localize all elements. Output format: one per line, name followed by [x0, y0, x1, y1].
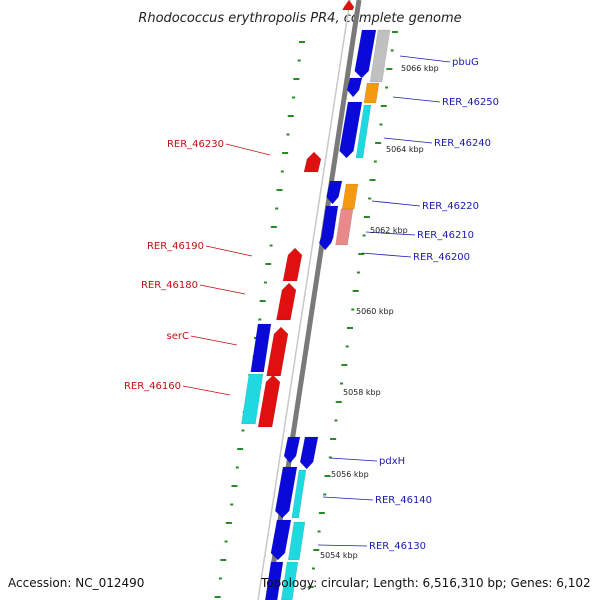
gene-labels: pbuG RER_46250 RER_46240 RER_46220 RER_46210…: [124, 57, 499, 552]
scale-label: 5062 kbp: [370, 226, 408, 235]
scale-label: 5066 kbp: [401, 64, 439, 73]
gene-label-rer-46230[interactable]: RER_46230: [167, 139, 224, 150]
leader-line: [371, 200, 421, 207]
gene-block-rer46220-orange[interactable]: [341, 183, 359, 210]
scale-label: 5056 kbp: [331, 470, 369, 479]
leader-line: [399, 55, 451, 63]
leader-line: [317, 544, 368, 547]
gene-label-rer-46240[interactable]: RER_46240: [434, 138, 491, 149]
gene-block-rer46130-cyan[interactable]: [287, 521, 306, 561]
gene-features: [241, 0, 391, 600]
gene-block-rer46230[interactable]: [303, 151, 322, 173]
gene-block-bottom[interactable]: [264, 561, 284, 600]
gene-block-pbuG-gray[interactable]: [369, 29, 391, 83]
gene-label-serc[interactable]: serC: [167, 331, 189, 342]
genome-title: Rhodococcus erythropolis PR4, complete g…: [138, 11, 461, 26]
gene-block-rer46200[interactable]: [318, 237, 334, 251]
scale-label: 5054 kbp: [320, 551, 358, 560]
gene-block-serC[interactable]: [266, 326, 289, 377]
gene-label-rer-46190[interactable]: RER_46190: [147, 241, 204, 252]
leader-line: [322, 496, 374, 501]
gene-label-pbug[interactable]: pbuG: [452, 57, 479, 68]
scale-ticks: [214, 31, 398, 598]
gene-label-rer-46200[interactable]: RER_46200: [413, 252, 470, 263]
gene-label-rer-46250[interactable]: RER_46250: [442, 97, 499, 108]
gene-block-bottom-cyan[interactable]: [280, 561, 299, 600]
leader-line: [190, 335, 238, 346]
gene-label-pdxh[interactable]: pdxH: [379, 456, 405, 467]
gene-block-rer46190[interactable]: [282, 247, 303, 282]
leader-line: [365, 231, 416, 236]
gene-block-rer46130[interactable]: [270, 519, 292, 561]
gene-block-serC-blue[interactable]: [250, 323, 272, 373]
leader-line: [182, 385, 231, 396]
leader-line: [329, 457, 378, 462]
gene-block-pdxH[interactable]: [299, 436, 319, 470]
gene-block-rer46220[interactable]: [326, 180, 343, 205]
gene-block-rer46140-cyan[interactable]: [291, 469, 307, 519]
gene-block-rer46180[interactable]: [276, 282, 297, 321]
leader-line: [392, 96, 441, 103]
gene-label-rer-46160[interactable]: RER_46160: [124, 381, 181, 392]
scale-label: 5060 kbp: [356, 307, 394, 316]
gene-block-rer46210-pink[interactable]: [335, 208, 354, 246]
gene-block-rer46160[interactable]: [257, 374, 281, 428]
gene-block-rer46240-cyan[interactable]: [355, 104, 372, 159]
gene-block-rer46160-cyan[interactable]: [241, 373, 264, 425]
leader-line: [205, 245, 253, 257]
gene-label-rer-46210[interactable]: RER_46210: [417, 230, 474, 241]
gene-block-pbuG[interactable]: [354, 29, 377, 79]
gene-block-rer46250-orange[interactable]: [363, 82, 380, 104]
gene-block-top-red[interactable]: [342, 0, 355, 11]
topology-text: Topology: circular; Length: 6,516,310 bp…: [260, 576, 591, 590]
leader-line: [225, 143, 271, 156]
gene-block-rer46210[interactable]: [320, 205, 339, 239]
gene-block-rer46250[interactable]: [346, 77, 363, 98]
scale-label: 5064 kbp: [386, 145, 424, 154]
leader-line: [383, 137, 433, 144]
leader-line: [199, 284, 246, 295]
accession-text: Accession: NC_012490: [8, 576, 144, 590]
gene-label-rer-46130[interactable]: RER_46130: [369, 541, 426, 552]
leader-line: [361, 252, 412, 258]
scale-labels: 5066 kbp 5064 kbp 5062 kbp 5060 kbp 5058 kbp…: [320, 64, 439, 560]
scale-label: 5058 kbp: [343, 388, 381, 397]
label-leaders: [182, 55, 451, 547]
backbone: [257, 0, 362, 600]
gene-label-rer-46220[interactable]: RER_46220: [422, 201, 479, 212]
gene-block-rer46240[interactable]: [339, 101, 363, 159]
gene-block-rer46140[interactable]: [274, 466, 298, 519]
gene-label-rer-46180[interactable]: RER_46180: [141, 280, 198, 291]
gene-block-pdxH-b[interactable]: [283, 436, 301, 464]
gene-label-rer-46140[interactable]: RER_46140: [375, 495, 432, 506]
